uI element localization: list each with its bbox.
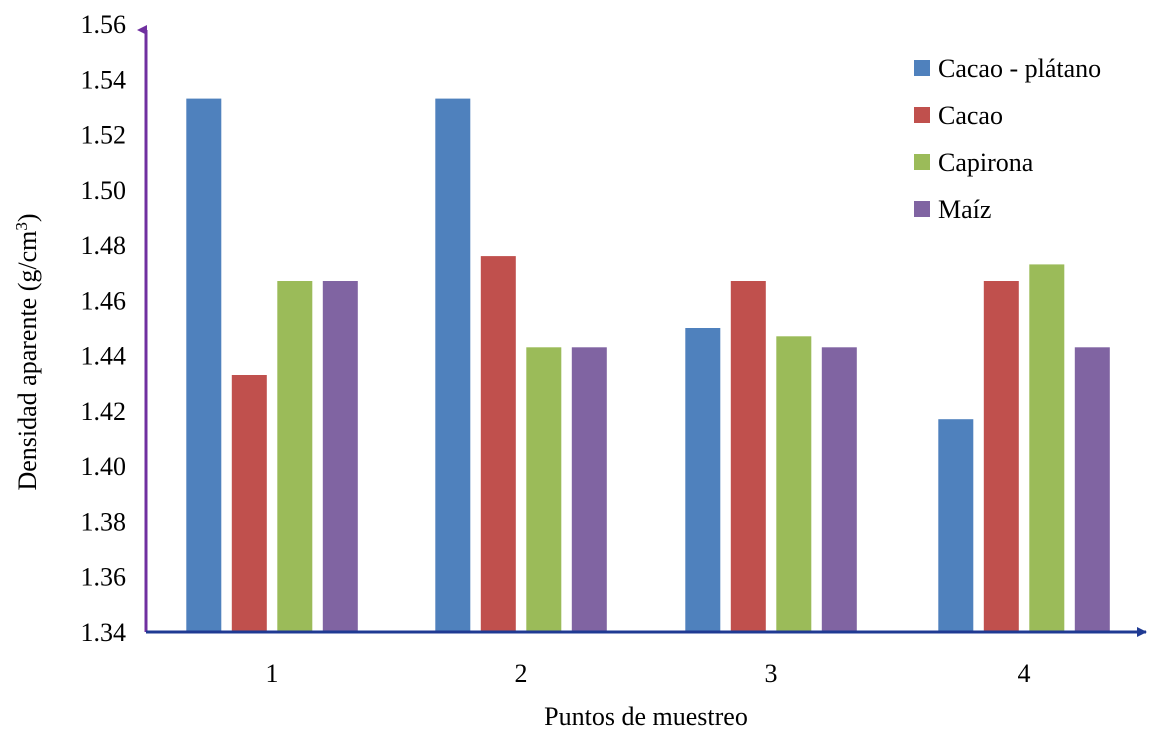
bar	[983, 281, 1019, 632]
y-tick-label: 1.34	[81, 618, 127, 647]
y-tick-label: 1.52	[81, 121, 127, 150]
legend-swatch	[914, 201, 930, 217]
y-tick-label: 1.56	[81, 10, 127, 39]
y-tick-label: 1.36	[81, 563, 127, 592]
bar	[938, 419, 974, 632]
y-tick-label: 1.38	[81, 507, 127, 536]
x-tick-label: 1	[266, 659, 279, 688]
bar	[277, 281, 313, 632]
bar	[526, 347, 562, 632]
x-tick-label: 2	[515, 659, 528, 688]
y-axis-title: Densidad aparente (g/cm3)	[12, 213, 43, 490]
y-axis-title-close: )	[13, 213, 42, 222]
y-axis-title-superscript: 3	[12, 222, 31, 231]
bar	[231, 375, 267, 632]
bar	[480, 256, 516, 632]
bar	[322, 281, 358, 632]
bar	[1029, 264, 1065, 632]
y-tick-label: 1.50	[81, 176, 127, 205]
y-tick-labels: 1.34 1.36 1.38 1.40 1.42 1.44 1.46 1.48 1.50 1.52…	[81, 10, 127, 647]
bars-group	[186, 98, 1110, 633]
legend: Cacao - plátano Cacao Capirona Maíz	[914, 54, 1101, 224]
bar	[435, 98, 471, 633]
legend-label: Capirona	[938, 148, 1034, 177]
x-tick-label: 3	[765, 659, 778, 688]
y-tick-label: 1.42	[81, 397, 127, 426]
x-tick-label: 4	[1018, 659, 1031, 688]
bar	[730, 281, 766, 632]
x-axis-title: Puntos de muestreo	[544, 702, 748, 729]
bar	[776, 336, 812, 632]
legend-swatch	[914, 107, 930, 123]
y-axis-title-main: Densidad aparente (g/cm	[13, 231, 42, 491]
legend-label: Cacao - plátano	[938, 54, 1101, 83]
x-tick-labels: 1 2 3 4	[266, 659, 1031, 688]
legend-swatch	[914, 154, 930, 170]
y-tick-label: 1.54	[81, 65, 127, 94]
bar	[186, 98, 222, 633]
legend-swatch	[914, 60, 930, 76]
bar	[1074, 347, 1110, 632]
bar	[685, 328, 721, 632]
bar	[571, 347, 607, 632]
legend-label: Cacao	[938, 101, 1003, 130]
legend-label: Maíz	[938, 195, 991, 224]
bar	[821, 347, 857, 632]
y-tick-label: 1.48	[81, 231, 127, 260]
y-tick-label: 1.40	[81, 452, 127, 481]
y-tick-label: 1.44	[81, 342, 127, 371]
y-tick-label: 1.46	[81, 286, 127, 315]
